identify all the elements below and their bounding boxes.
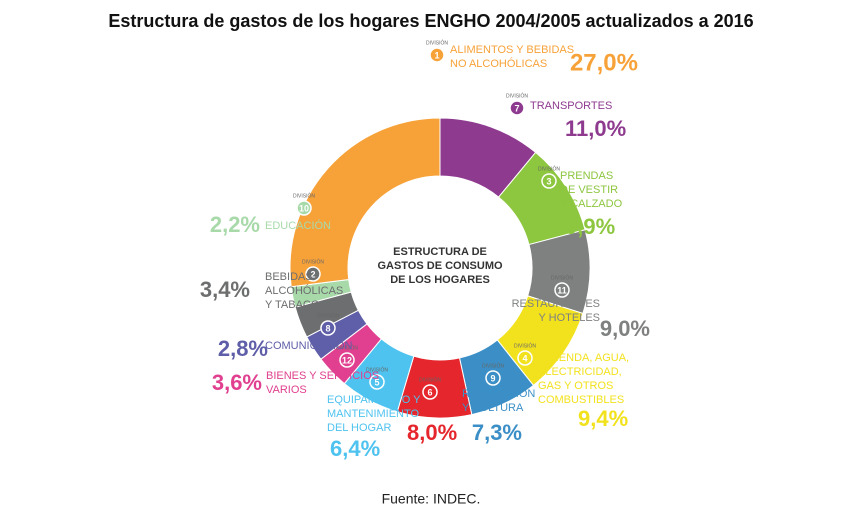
value-label: 9,9% — [565, 214, 615, 239]
value-label: 3,4% — [200, 277, 250, 302]
value-label: 9,4% — [578, 406, 628, 431]
division-badge — [541, 173, 557, 189]
division-label: DIVISIÓN — [293, 192, 315, 199]
category-label: COMUNICACIÓN — [265, 339, 352, 352]
chart-title: Estructura de gastos de los hogares ENGH… — [108, 11, 753, 31]
division-badge — [320, 320, 336, 336]
center-text: ESTRUCTURA DE GASTOS DE CONSUMO DE LOS HOG… — [377, 246, 503, 286]
value-label: 8,0% — [407, 420, 457, 445]
division-number: 8 — [325, 323, 330, 333]
category-label: TRANSPORTES — [530, 100, 612, 112]
division-number: 4 — [522, 353, 527, 363]
division-badge — [422, 384, 438, 400]
division-badge — [296, 200, 312, 216]
division-badge — [369, 374, 385, 390]
value-label: 2,2% — [210, 212, 260, 237]
division-number: 11 — [557, 285, 567, 295]
division-badge — [509, 100, 525, 116]
value-label: 11,0% — [565, 116, 626, 141]
division-badge — [305, 266, 321, 282]
division-label: DIVISIÓN — [482, 362, 504, 369]
division-badge — [339, 352, 355, 368]
category-label: BEBIDAS ALCOHÓLICAS Y TABACO — [265, 271, 343, 311]
value-label: 9,0% — [600, 316, 650, 341]
division-label: DIVISIÓN — [419, 376, 441, 383]
division-badge — [429, 47, 445, 63]
source: Fuente: INDEC. — [382, 491, 481, 507]
division-badge — [554, 282, 570, 298]
category-label: VIVIENDA, AGUA, ELECTRICIDAD, GAS Y OTROS C… — [538, 352, 629, 406]
division-label: DIVISIÓN — [426, 39, 448, 46]
division-label: DIVISIÓN — [514, 342, 536, 349]
value-label: 2,8% — [218, 336, 268, 361]
value-label: 27,0% — [570, 49, 638, 76]
category-label: EDUCACIÓN — [265, 219, 331, 232]
division-number: 3 — [546, 176, 551, 186]
category-label: EQUIPAMIENTO Y MANTENIMIENTO DEL HOGAR — [327, 394, 421, 434]
category-label: ALIMENTOS Y BEBIDAS NO ALCOHÓLICAS — [450, 44, 574, 70]
division-label: DIVISIÓN — [551, 274, 573, 281]
division-number: 9 — [490, 373, 495, 383]
division-number: 6 — [427, 387, 432, 397]
donut-hole — [349, 177, 531, 359]
category-label: SALUD — [413, 402, 450, 414]
category-label: RECREACIÓN Y CULTURA — [462, 387, 535, 414]
division-number: 12 — [342, 355, 352, 365]
division-number: 7 — [514, 103, 519, 113]
division-badge — [485, 370, 501, 386]
division-label: DIVISIÓN — [366, 366, 388, 373]
category-label: BIENES Y SERVICIOS VARIOS — [266, 370, 379, 396]
division-label: DIVISIÓN — [302, 258, 324, 265]
value-label: 7,3% — [472, 420, 522, 445]
value-label: 3,6% — [212, 370, 262, 395]
category-label: PRENDAS DE VESTIR Y CALZADO — [560, 170, 623, 210]
value-label: 6,4% — [330, 436, 380, 461]
division-number: 5 — [374, 377, 379, 387]
division-label: DIVISIÓN — [538, 165, 560, 172]
division-number: 10 — [299, 203, 309, 213]
division-number: 1 — [434, 50, 439, 60]
division-label: DIVISIÓN — [317, 312, 339, 319]
division-label: DIVISIÓN — [336, 344, 358, 351]
division-label: DIVISIÓN — [506, 92, 528, 99]
division-number: 2 — [310, 269, 315, 279]
category-label: RESTAURANTES Y HOTELES — [512, 298, 600, 324]
division-badge — [517, 350, 533, 366]
